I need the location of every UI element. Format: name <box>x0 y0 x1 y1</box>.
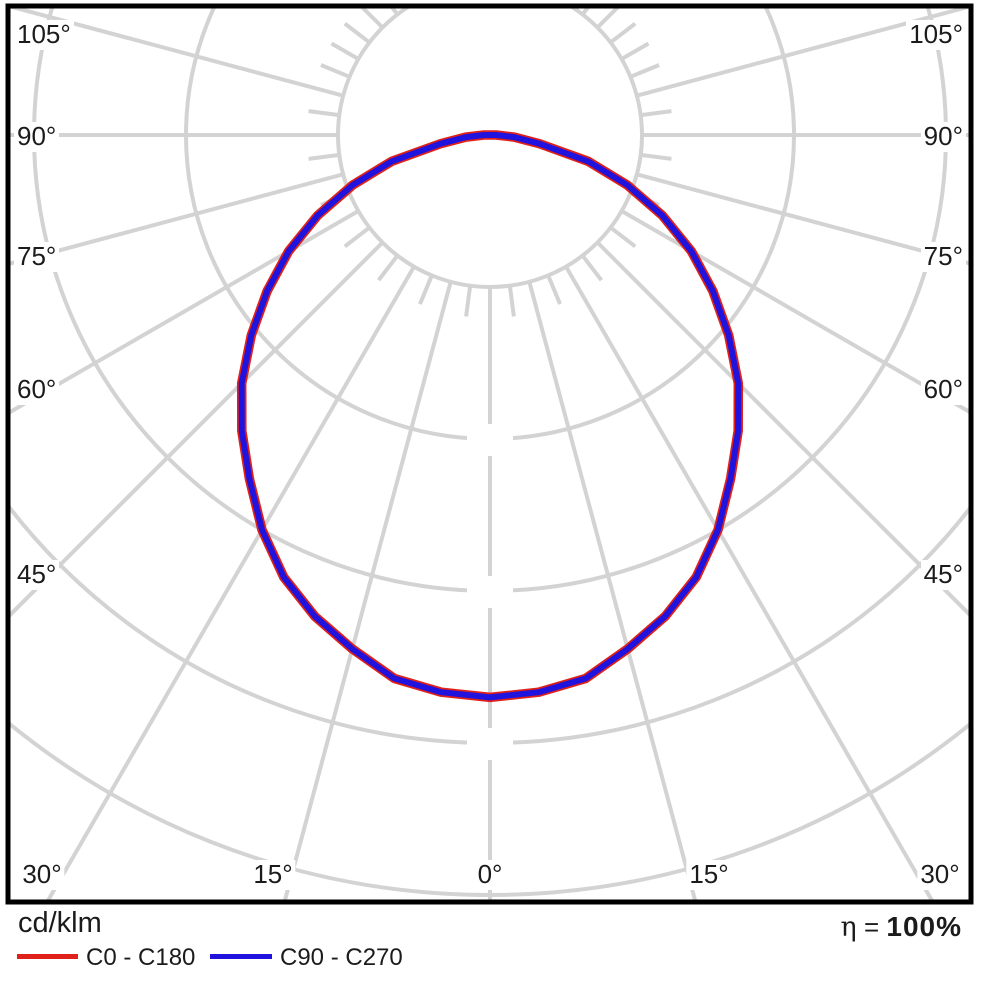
grid-tick-112.5deg <box>629 63 660 79</box>
grid-tick--22.5deg <box>418 274 434 305</box>
grid-radial-60deg <box>620 209 969 414</box>
angle-label-left-60°: 60° <box>14 374 60 405</box>
grid-radial--15deg <box>283 281 453 900</box>
angle-label-right-60°: 60° <box>920 374 966 405</box>
angle-label-right-105°: 105° <box>906 19 966 50</box>
grid-tick--150deg <box>399 0 415 3</box>
grid-radial--75deg <box>10 172 344 266</box>
angle-label-left-105°: 105° <box>14 19 74 50</box>
grid-radial-105deg <box>636 8 969 98</box>
angle-label-right-75°: 75° <box>920 241 966 272</box>
angle-label-bottom-4-30°: 30° <box>917 859 963 890</box>
grid-tick--37.5deg <box>377 254 400 282</box>
grid-radial--105deg <box>10 8 344 98</box>
legend-label-c0-c180: C0 - C180 <box>86 944 196 971</box>
grid-tick--82.5deg <box>308 152 340 161</box>
grid-label-gap-0 <box>467 424 513 456</box>
grid-tick-22.5deg <box>546 274 562 305</box>
plot-border <box>5 3 974 905</box>
grid-tick--120deg <box>330 41 360 61</box>
grid-radial--30deg <box>46 265 416 900</box>
angle-label-bottom-2-0°: 0° <box>474 859 506 890</box>
grid-tick--52.5deg <box>343 225 371 248</box>
grid-tick-52.5deg <box>609 225 637 248</box>
grid-radial-30deg <box>564 265 934 900</box>
grid-radial-15deg <box>527 281 697 900</box>
angle-label-left-90°: 90° <box>14 121 60 152</box>
unit-label: cd/klm <box>18 907 102 939</box>
grid-radial--60deg <box>10 209 360 415</box>
grid-tick--7.5deg <box>464 285 473 317</box>
grid-tick--142.5deg <box>390 8 400 16</box>
efficiency-equals: = <box>856 912 887 942</box>
grid-tick-97.5deg <box>640 109 672 118</box>
angle-label-left-45°: 45° <box>14 559 60 590</box>
grid-tick-82.5deg <box>640 152 672 161</box>
grid-label-gap-2 <box>467 728 513 760</box>
grid-tick-142.5deg <box>580 8 590 16</box>
angle-label-right-45°: 45° <box>920 559 966 590</box>
angle-label-bottom-3-15°: 15° <box>686 859 732 890</box>
angle-label-bottom-1-15°: 15° <box>250 859 296 890</box>
grid-tick-37.5deg <box>580 254 603 282</box>
grid-tick-7.5deg <box>507 285 516 317</box>
grid-tick-127.5deg <box>609 22 637 45</box>
eta-symbol: η <box>840 912 857 943</box>
efficiency-value: 100% <box>886 911 962 942</box>
curve-c90-c270 <box>238 132 742 701</box>
grid-tick--97.5deg <box>308 109 340 118</box>
grid-tick-120deg <box>620 41 650 61</box>
angle-label-right-90°: 90° <box>920 121 966 152</box>
angle-label-left-75°: 75° <box>14 241 60 272</box>
legend-label-c90-c270: C90 - C270 <box>280 944 403 971</box>
legend-swatch-c0-c180 <box>17 954 78 959</box>
efficiency-label: η = 100% <box>841 910 962 944</box>
grid-tick-135deg <box>596 8 620 29</box>
grid-tick-150deg <box>566 0 582 3</box>
grid-tick--135deg <box>360 8 384 29</box>
grid-label-gap-1 <box>467 576 513 608</box>
grid-ring-4 <box>10 505 969 745</box>
grid-tick--127.5deg <box>343 22 371 45</box>
grid-tick--112.5deg <box>320 63 351 79</box>
grid-radial-75deg <box>636 172 969 266</box>
angle-label-bottom-0-30°: 30° <box>19 859 65 890</box>
legend-swatch-c90-c270 <box>210 954 272 959</box>
